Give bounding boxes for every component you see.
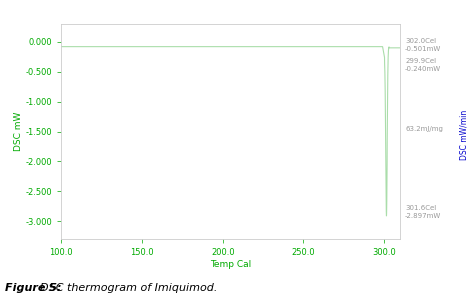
X-axis label: Temp Cal: Temp Cal — [210, 260, 252, 269]
Text: 301.6Cel
-2.897mW: 301.6Cel -2.897mW — [405, 205, 441, 219]
Text: DSC mW/min: DSC mW/min — [459, 109, 469, 160]
Text: DSC thermogram of Imiquimod.: DSC thermogram of Imiquimod. — [40, 283, 218, 293]
Text: Figure 5:: Figure 5: — [5, 283, 65, 293]
Text: 299.9Cel
-0.240mW: 299.9Cel -0.240mW — [405, 58, 441, 71]
Y-axis label: DSC mW: DSC mW — [14, 112, 23, 151]
Text: 302.0Cel
-0.501mW: 302.0Cel -0.501mW — [405, 38, 441, 52]
Text: 63.2mJ/mg: 63.2mJ/mg — [405, 126, 443, 132]
